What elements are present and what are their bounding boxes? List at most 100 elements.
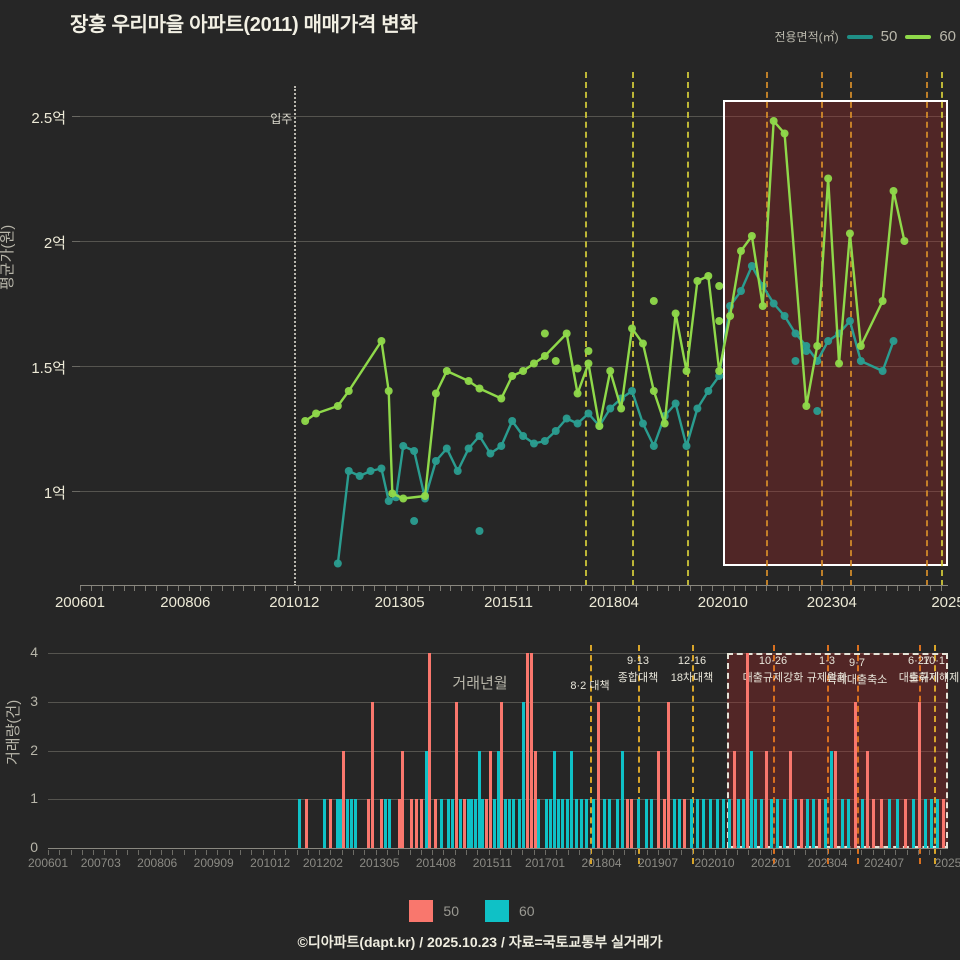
- price-point[interactable]: [540, 437, 549, 445]
- price-point[interactable]: [562, 414, 571, 423]
- price-point[interactable]: [562, 329, 571, 338]
- volume-bar[interactable]: [616, 799, 619, 848]
- price-scatter-point[interactable]: [475, 527, 484, 535]
- volume-bar[interactable]: [530, 653, 533, 848]
- price-scatter-point[interactable]: [540, 329, 549, 338]
- volume-bar[interactable]: [733, 750, 736, 848]
- volume-bar[interactable]: [401, 750, 404, 848]
- volume-bar[interactable]: [650, 799, 653, 848]
- volume-bar[interactable]: [645, 799, 648, 848]
- volume-bar[interactable]: [467, 799, 470, 848]
- price-point[interactable]: [878, 367, 887, 375]
- price-scatter-point[interactable]: [813, 407, 822, 415]
- price-point[interactable]: [649, 442, 658, 450]
- price-point[interactable]: [878, 297, 887, 305]
- volume-bar[interactable]: [690, 799, 693, 848]
- volume-bar[interactable]: [800, 799, 803, 848]
- volume-bar[interactable]: [508, 799, 511, 848]
- volume-bar[interactable]: [410, 799, 413, 848]
- price-point[interactable]: [682, 367, 691, 375]
- price-scatter-point[interactable]: [715, 282, 724, 290]
- volume-bar[interactable]: [621, 750, 624, 848]
- volume-bar[interactable]: [728, 799, 731, 848]
- volume-bar[interactable]: [765, 750, 768, 848]
- price-point[interactable]: [736, 287, 745, 295]
- volume-bar[interactable]: [549, 799, 552, 848]
- volume-bar[interactable]: [455, 701, 458, 848]
- volume-bar[interactable]: [702, 799, 705, 848]
- volume-bar[interactable]: [481, 799, 484, 848]
- volume-bar[interactable]: [566, 799, 569, 848]
- price-point[interactable]: [301, 417, 310, 425]
- volume-bar[interactable]: [518, 799, 521, 848]
- price-point[interactable]: [333, 402, 342, 410]
- volume-legend-label-50[interactable]: 50: [443, 903, 459, 919]
- volume-bar[interactable]: [415, 799, 418, 848]
- price-scatter-point[interactable]: [584, 347, 593, 355]
- volume-bar[interactable]: [434, 799, 437, 848]
- volume-bar[interactable]: [500, 701, 503, 848]
- price-point[interactable]: [508, 372, 517, 380]
- price-point[interactable]: [384, 497, 393, 505]
- volume-bar[interactable]: [512, 799, 515, 848]
- price-point[interactable]: [845, 317, 854, 325]
- price-point[interactable]: [344, 387, 353, 395]
- volume-bar[interactable]: [608, 799, 611, 848]
- volume-bar[interactable]: [709, 799, 712, 848]
- volume-bar[interactable]: [384, 799, 387, 848]
- price-point[interactable]: [344, 467, 353, 475]
- price-point[interactable]: [529, 359, 538, 368]
- volume-bar[interactable]: [478, 750, 481, 848]
- price-point[interactable]: [758, 302, 767, 310]
- volume-bar[interactable]: [783, 799, 786, 848]
- volume-bar[interactable]: [545, 799, 548, 848]
- volume-bar[interactable]: [754, 799, 757, 848]
- volume-bar[interactable]: [722, 799, 725, 848]
- volume-bar[interactable]: [470, 799, 473, 848]
- volume-bar[interactable]: [847, 799, 850, 848]
- price-point[interactable]: [384, 387, 393, 395]
- price-point[interactable]: [856, 357, 865, 365]
- volume-bar[interactable]: [888, 799, 891, 848]
- volume-bar[interactable]: [420, 799, 423, 848]
- price-point[interactable]: [399, 442, 408, 450]
- price-point[interactable]: [693, 277, 702, 285]
- price-point[interactable]: [845, 229, 854, 238]
- volume-bar[interactable]: [770, 799, 773, 848]
- volume-bar[interactable]: [904, 799, 907, 848]
- volume-bar[interactable]: [388, 799, 391, 848]
- volume-bar[interactable]: [459, 799, 462, 848]
- price-point[interactable]: [333, 559, 342, 568]
- price-point[interactable]: [497, 442, 506, 450]
- volume-bar[interactable]: [597, 701, 600, 848]
- volume-bar[interactable]: [298, 799, 301, 848]
- price-scatter-point[interactable]: [551, 357, 560, 365]
- volume-bar[interactable]: [561, 799, 564, 848]
- volume-bar[interactable]: [592, 799, 595, 848]
- volume-bar[interactable]: [342, 750, 345, 848]
- price-scatter-point[interactable]: [649, 297, 658, 305]
- price-point[interactable]: [780, 129, 789, 138]
- volume-bar[interactable]: [504, 799, 507, 848]
- price-point[interactable]: [617, 404, 626, 413]
- volume-bar[interactable]: [673, 799, 676, 848]
- volume-bar[interactable]: [575, 799, 578, 848]
- volume-bar[interactable]: [630, 799, 633, 848]
- volume-bar[interactable]: [683, 799, 686, 848]
- price-point[interactable]: [606, 367, 615, 375]
- price-point[interactable]: [628, 387, 637, 395]
- volume-bar[interactable]: [339, 799, 342, 848]
- price-point[interactable]: [671, 399, 680, 408]
- volume-bar[interactable]: [580, 799, 583, 848]
- volume-bar[interactable]: [354, 799, 357, 848]
- volume-bar[interactable]: [371, 701, 374, 848]
- volume-bar[interactable]: [854, 701, 857, 848]
- price-point[interactable]: [497, 394, 506, 403]
- price-point[interactable]: [475, 432, 484, 440]
- volume-bar[interactable]: [841, 799, 844, 848]
- volume-bar[interactable]: [428, 653, 431, 848]
- volume-bar[interactable]: [789, 750, 792, 848]
- volume-bar[interactable]: [866, 750, 869, 848]
- volume-bar[interactable]: [896, 799, 899, 848]
- price-point[interactable]: [736, 247, 745, 255]
